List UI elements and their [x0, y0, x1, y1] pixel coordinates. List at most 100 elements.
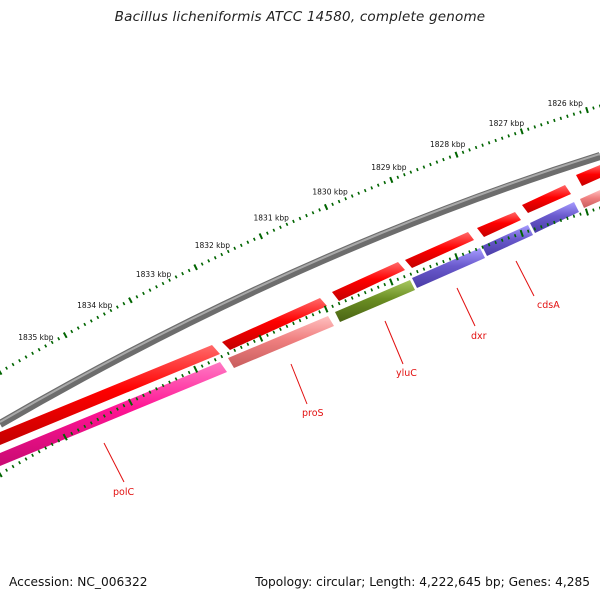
inner-minor-tick [337, 301, 341, 306]
kbp-label: 1833 kbp [136, 270, 172, 279]
inner-minor-tick [540, 225, 543, 229]
inner-minor-tick [292, 321, 295, 326]
outer-minor-tick [89, 319, 93, 323]
inner-minor-tick [220, 354, 224, 359]
outer-minor-tick [142, 291, 145, 296]
outer-tick-track [0, 104, 600, 376]
inner-minor-tick [507, 236, 510, 240]
inner-minor-tick [429, 264, 432, 269]
inner-major-tick [193, 365, 199, 373]
cds-forward-6[interactable] [522, 185, 571, 213]
outer-minor-tick [357, 191, 361, 195]
outer-major-tick [389, 176, 394, 184]
kbp-label: 1834 kbp [77, 301, 113, 310]
outer-minor-tick [487, 141, 491, 145]
inner-minor-tick [279, 327, 282, 331]
inner-minor-tick [448, 257, 452, 261]
inner-minor-tick [37, 449, 41, 454]
gene-yluC[interactable] [335, 280, 415, 322]
outer-major-tick [519, 128, 524, 135]
outer-minor-tick [96, 315, 100, 320]
gene-proS[interactable] [228, 316, 334, 368]
gene-label-cdsA[interactable]: cdsA [537, 300, 560, 311]
inner-minor-tick [135, 397, 139, 401]
inner-major-tick [519, 229, 524, 238]
outer-minor-tick [403, 173, 406, 177]
cds-forward-4[interactable] [405, 232, 474, 268]
outer-minor-tick [383, 180, 387, 185]
outer-minor-tick [540, 123, 543, 127]
outer-minor-tick [527, 127, 530, 131]
outer-minor-tick [507, 134, 510, 138]
cds-forward-7[interactable] [576, 165, 600, 186]
outer-major-tick [0, 369, 3, 376]
cds-forward-5[interactable] [477, 212, 521, 237]
backbone-track [0, 152, 600, 428]
gene-polC[interactable] [0, 362, 227, 466]
outer-minor-tick [376, 183, 380, 187]
gene-label-proS[interactable]: proS [302, 408, 324, 419]
inner-minor-tick [494, 240, 497, 245]
inner-minor-tick [481, 245, 484, 249]
inner-minor-tick [370, 288, 374, 292]
gene-unlabeled-2[interactable] [580, 190, 600, 208]
inner-tick-track [0, 206, 600, 478]
forward-cds-track [0, 165, 600, 445]
inner-minor-tick [233, 348, 237, 353]
inner-minor-tick [18, 461, 21, 465]
gene-dxr[interactable] [412, 248, 485, 288]
outer-minor-tick [207, 259, 211, 263]
outer-major-tick [193, 264, 198, 271]
kbp-label: 1827 kbp [489, 119, 525, 128]
inner-minor-tick [5, 468, 8, 472]
cds-forward-1[interactable] [0, 345, 220, 445]
inner-minor-tick [357, 293, 361, 297]
inner-minor-tick [96, 417, 100, 422]
kbp-label: 1830 kbp [312, 187, 348, 196]
inner-minor-tick [461, 252, 465, 256]
outer-major-tick [323, 203, 329, 211]
gene-cdsA[interactable] [482, 225, 533, 256]
inner-minor-tick [383, 282, 387, 287]
outer-minor-tick [350, 194, 354, 198]
inner-minor-tick [533, 227, 537, 231]
outer-minor-tick [44, 344, 48, 348]
inner-minor-tick [416, 269, 419, 274]
inner-minor-tick [168, 380, 171, 384]
gene-label-dxr[interactable]: dxr [471, 331, 487, 342]
kbp-label: 1826 kbp [548, 99, 584, 108]
inner-minor-tick [115, 407, 119, 411]
inner-minor-tick [70, 431, 74, 436]
inner-minor-tick [187, 370, 191, 375]
inner-minor-tick [396, 277, 400, 281]
kbp-label: 1832 kbp [195, 241, 231, 250]
inner-minor-tick [442, 259, 445, 264]
inner-minor-tick [213, 358, 217, 362]
inner-minor-tick [102, 414, 106, 418]
cds-forward-3[interactable] [332, 262, 405, 301]
callout-line-cdsA [515, 260, 535, 297]
outer-minor-tick [435, 160, 439, 164]
gene-label-polC[interactable]: polC [113, 487, 134, 498]
outer-minor-tick [370, 186, 374, 190]
outer-minor-tick [266, 231, 269, 235]
kbp-tick-labels: 1826 kbp 1827 kbp 1828 kbp 1829 kbp 1830 kbp… [18, 99, 583, 342]
outer-minor-tick [363, 188, 367, 193]
outer-minor-tick [226, 249, 230, 254]
inner-minor-tick [285, 324, 289, 329]
outer-minor-tick [572, 112, 576, 116]
callout-line-yluC [384, 320, 404, 365]
inner-major-tick [62, 433, 68, 441]
inner-minor-tick [298, 318, 302, 323]
outer-minor-tick [422, 165, 426, 169]
gene-label-yluC[interactable]: yluC [396, 368, 417, 379]
outer-minor-tick [168, 278, 171, 282]
outer-minor-tick [135, 295, 139, 299]
outer-minor-tick [161, 281, 165, 286]
cds-forward-2[interactable] [222, 298, 327, 350]
gene-unlabeled-1[interactable] [530, 202, 579, 233]
outer-minor-tick [233, 246, 237, 251]
outer-major-tick [585, 106, 589, 114]
outer-minor-tick [468, 148, 471, 152]
